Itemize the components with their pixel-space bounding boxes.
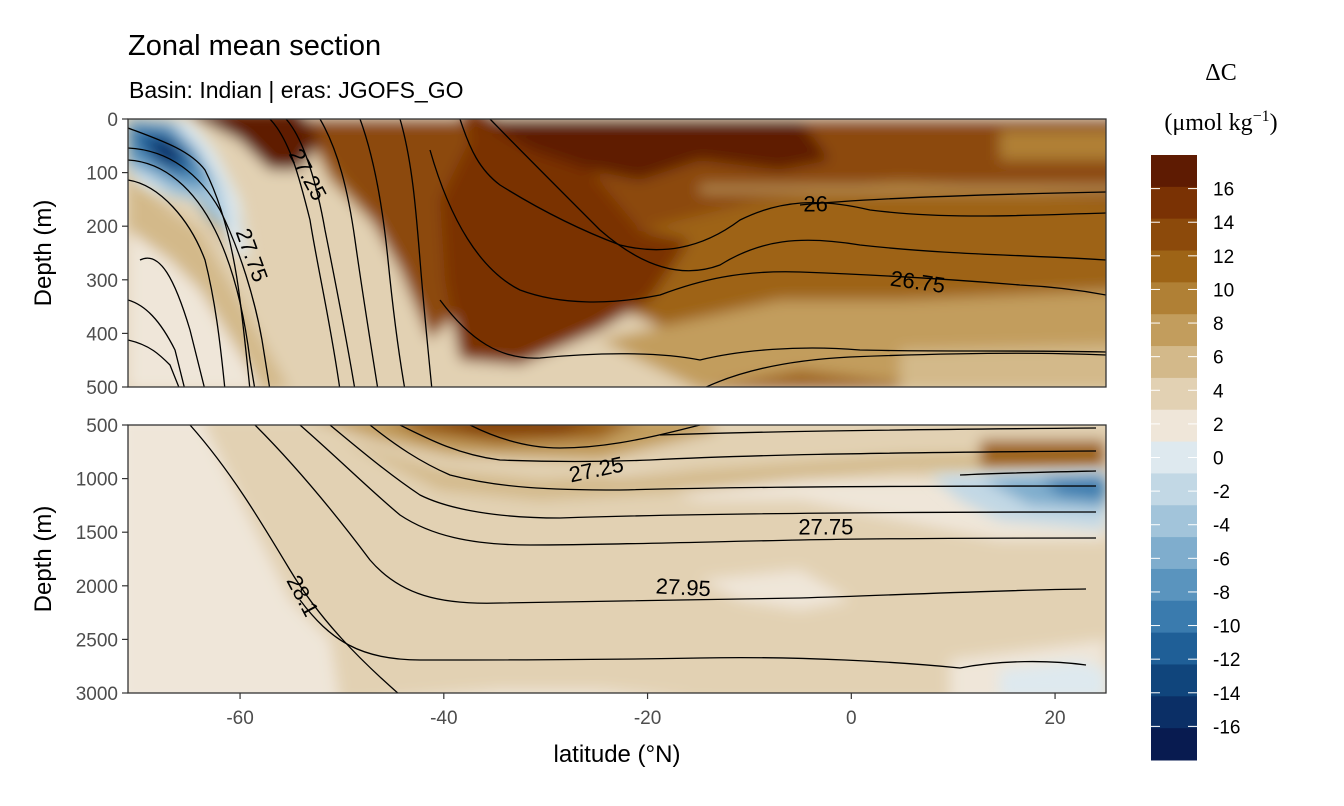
x-tick-label: 0: [846, 708, 857, 729]
colorbar-bin: [1151, 505, 1197, 538]
colorbar-bin: [1151, 568, 1197, 602]
colorbar-legend: ΔC (μmol kg−1) 16 14 12 10 8 6 4 2 0 -2 -4 -6 -8 -10 -…: [1151, 60, 1278, 761]
lower-isopycnals: [189, 425, 1097, 693]
lower-filled-contours: [128, 425, 1106, 693]
colorbar-tick-label: 8: [1213, 314, 1224, 335]
colorbar-tick-label: -8: [1213, 583, 1230, 604]
legend-unit: (μmol kg−1): [1164, 108, 1277, 136]
upper-y-axis: 0 100 200 300 400 500: [86, 110, 128, 399]
upper-filled-contours: [128, 119, 1106, 387]
upper-y-tick-label: 100: [86, 164, 118, 185]
colorbar-tick-label: -4: [1213, 516, 1230, 537]
x-axis-label: latitude (°N): [554, 741, 681, 768]
x-tick-label: -20: [634, 708, 661, 729]
colorbar-tick-label: 16: [1213, 180, 1234, 201]
colorbar-bins: [1151, 155, 1197, 761]
legend-title: ΔC: [1205, 60, 1236, 86]
colorbar-bin: [1151, 186, 1197, 220]
lower-y-tick-label: 1000: [76, 470, 118, 491]
colorbar-bin: [1151, 632, 1197, 665]
x-tick-label: -40: [430, 708, 457, 729]
legend-unit-close: ): [1270, 110, 1278, 136]
x-tick-label: 20: [1044, 708, 1065, 729]
legend-title-main: ΔC: [1205, 60, 1236, 86]
lower-y-tick-label: 3000: [76, 684, 118, 705]
colorbar-bin: [1151, 537, 1197, 570]
x-tick-label: -60: [226, 708, 253, 729]
chart-subtitle: Basin: Indian | eras: JGOFS_GO: [129, 77, 464, 103]
upper-contour-label: 26: [803, 192, 827, 217]
x-axis: -60 -40 -20 0 20: [226, 693, 1066, 729]
lower-y-axis: 500 1000 1500 2000 2500 3000: [76, 416, 128, 705]
colorbar-bin: [1151, 218, 1197, 252]
colorbar-tick-label: -2: [1213, 482, 1230, 503]
colorbar-bin: [1151, 728, 1197, 761]
colorbar-tick-label: -16: [1213, 717, 1240, 738]
colorbar-tick-label: -6: [1213, 549, 1230, 570]
colorbar-tick-label: -14: [1213, 684, 1241, 705]
legend-unit-text: (μmol kg: [1164, 110, 1252, 136]
colorbar-bin: [1151, 346, 1197, 379]
lower-y-axis-label: Depth (m): [30, 506, 57, 613]
legend-unit-sup: −1: [1253, 108, 1270, 125]
upper-y-tick-label: 300: [86, 271, 118, 292]
upper-y-axis-label: Depth (m): [30, 200, 57, 307]
colorbar-bin: [1151, 314, 1197, 347]
colorbar-bin: [1151, 377, 1197, 411]
colorbar-tick-label: -12: [1213, 650, 1240, 671]
colorbar-tick-label: 2: [1213, 415, 1224, 436]
upper-isopycnals: [128, 119, 1106, 387]
colorbar-tick-label: 12: [1213, 247, 1234, 268]
lower-y-tick-label: 1500: [76, 523, 118, 544]
colorbar-ticks: 16 14 12 10 8 6 4 2 0 -2 -4 -6 -8 -10 -12 -14 -16: [1151, 180, 1241, 738]
colorbar-bin: [1151, 155, 1197, 188]
colorbar-tick-label: 6: [1213, 348, 1224, 369]
lower-contour-label: 27.75: [798, 514, 853, 539]
lower-contour-label: 27.95: [655, 573, 711, 601]
colorbar-bin: [1151, 664, 1197, 697]
colorbar-tick-label: -10: [1213, 617, 1240, 638]
colorbar-bin: [1151, 282, 1197, 315]
colorbar-tick-label: 10: [1213, 280, 1234, 301]
upper-y-tick-label: 0: [107, 110, 118, 131]
colorbar-bin: [1151, 600, 1197, 634]
colorbar-bin: [1151, 473, 1197, 506]
lower-y-tick-label: 2000: [76, 577, 118, 598]
upper-y-tick-label: 200: [86, 217, 118, 238]
colorbar-tick-label: 0: [1213, 449, 1224, 470]
lower-y-tick-label: 2500: [76, 630, 118, 651]
colorbar-bin: [1151, 409, 1197, 443]
colorbar-tick-label: 14: [1213, 213, 1235, 234]
upper-y-tick-label: 400: [86, 324, 118, 345]
lower-y-tick-label: 500: [86, 416, 118, 437]
colorbar-tick-label: 4: [1213, 381, 1224, 402]
colorbar-bin: [1151, 696, 1197, 729]
chart-title: Zonal mean section: [128, 30, 381, 62]
upper-y-tick-label: 500: [86, 378, 118, 399]
